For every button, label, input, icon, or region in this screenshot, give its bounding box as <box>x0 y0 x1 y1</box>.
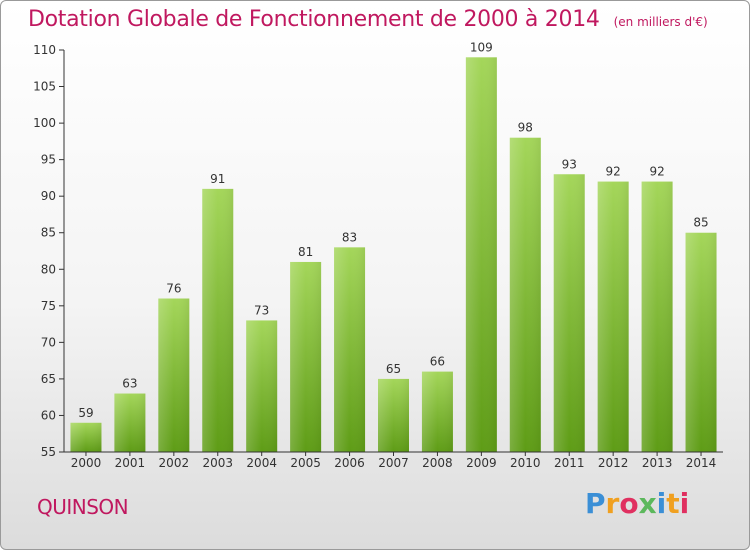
logo-letter: x <box>638 487 657 520</box>
data-label: 98 <box>518 121 533 135</box>
bar-shine <box>597 181 629 452</box>
x-axis: 2000 2001 2002 2003 2004 2005 2006 2007 2008 2009… <box>64 451 723 470</box>
bar-shine <box>685 232 717 452</box>
x-tick-label: 2012 <box>598 456 629 470</box>
x-tick-label: 2007 <box>378 456 409 470</box>
y-tick-label: 105 <box>33 80 56 94</box>
bar-shine <box>202 188 234 452</box>
logo-letter: i <box>679 487 690 520</box>
y-tick-label: 80 <box>41 262 56 276</box>
x-tick-label: 2008 <box>422 456 453 470</box>
x-tick-label: 2004 <box>246 456 277 470</box>
x-tick-label: 2000 <box>71 456 102 470</box>
commune-name: QUINSON <box>37 495 129 519</box>
x-tick-label: 2002 <box>159 456 190 470</box>
data-label: 85 <box>693 216 708 230</box>
y-tick-label: 110 <box>33 43 56 57</box>
y-tick-label: 70 <box>41 335 56 349</box>
y-tick-label: 65 <box>41 372 56 386</box>
bar-shine <box>158 298 190 452</box>
data-label: 83 <box>342 230 357 244</box>
data-label: 93 <box>562 157 577 171</box>
y-tick-label: 100 <box>33 116 56 130</box>
bar-shine <box>114 393 146 452</box>
data-label: 81 <box>298 245 313 259</box>
x-tick-label: 2001 <box>115 456 146 470</box>
x-tick-label: 2006 <box>334 456 365 470</box>
chart-title: Dotation Globale de Fonctionnement de 20… <box>28 7 600 32</box>
chart-subtitle: (en milliers d'€) <box>613 15 708 29</box>
data-label: 66 <box>430 355 445 369</box>
data-label: 92 <box>606 165 621 179</box>
bar-shine <box>290 261 322 452</box>
proxiti-logo: Proxiti <box>585 487 689 520</box>
y-tick-label: 55 <box>41 445 56 459</box>
data-label: 109 <box>470 40 493 54</box>
y-tick-label: 90 <box>41 189 56 203</box>
bar-shine <box>246 320 278 452</box>
data-label: 59 <box>78 406 93 420</box>
x-tick-label: 2003 <box>202 456 233 470</box>
logo-letter: o <box>619 487 639 520</box>
bar-shine <box>465 57 497 453</box>
title-row: Dotation Globale de Fonctionnement de 20… <box>28 7 708 32</box>
data-label: 76 <box>166 282 181 296</box>
bar-shine <box>378 378 409 452</box>
logo-letter: i <box>656 487 667 520</box>
bars <box>70 57 717 453</box>
logo-letter: P <box>585 487 606 520</box>
x-tick-label: 2005 <box>290 456 321 470</box>
logo-letter: t <box>666 487 680 520</box>
logo-letter: r <box>605 487 620 520</box>
bar-shine <box>509 137 541 452</box>
y-tick-label: 60 <box>41 408 56 422</box>
x-tick-label: 2014 <box>686 456 717 470</box>
bar-shine <box>70 422 102 452</box>
bar-shine <box>553 174 585 452</box>
bar-shine <box>334 247 366 452</box>
x-tick-label: 2009 <box>466 456 497 470</box>
data-label: 91 <box>210 172 225 186</box>
data-label: 65 <box>386 362 401 376</box>
y-tick-label: 85 <box>41 226 56 240</box>
x-tick-label: 2013 <box>642 456 673 470</box>
x-tick-label: 2011 <box>554 456 585 470</box>
bar-shine <box>421 371 453 452</box>
x-tick-label: 2010 <box>510 456 541 470</box>
bar-shine <box>641 181 673 452</box>
data-label: 73 <box>254 303 269 317</box>
y-tick-label: 75 <box>41 299 56 313</box>
data-labels: 59 63 76 91 73 81 83 65 66 109 98 93 92 92 85 <box>78 40 708 419</box>
data-label: 92 <box>649 165 664 179</box>
y-tick-label: 95 <box>41 153 56 167</box>
data-label: 63 <box>122 377 137 391</box>
y-axis: 55 60 65 70 75 80 85 90 95 100 105 110 <box>33 43 65 459</box>
